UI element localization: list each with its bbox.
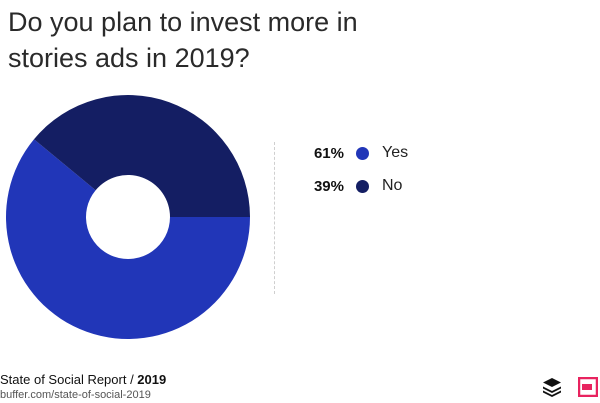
chart-title: Do you plan to invest more in stories ad… — [8, 7, 358, 73]
donut-chart — [5, 95, 251, 339]
legend-swatch — [356, 179, 369, 193]
legend-value: 39% — [313, 177, 344, 195]
donut-slice-no — [33, 95, 251, 217]
legend-label: No — [382, 177, 403, 194]
donut-slice-yes — [5, 139, 250, 339]
legend-item-no: 39% No — [290, 176, 402, 196]
legend-label: Yes — [382, 144, 409, 161]
pink-badge-icon — [578, 377, 598, 397]
legend-divider — [274, 142, 275, 294]
legend-item-yes: 61% Yes — [290, 143, 408, 163]
buffer-layers-icon — [543, 378, 561, 397]
footer-url: buffer.com/state-of-social-2019 — [0, 389, 151, 401]
footer-report-year: 2019 — [137, 372, 167, 387]
footer-report-name: State of Social Report / 2019 — [0, 372, 166, 387]
legend-swatch — [356, 146, 369, 160]
legend-value: 61% — [313, 144, 344, 162]
footer-report-title: State of Social Report / — [0, 372, 138, 387]
